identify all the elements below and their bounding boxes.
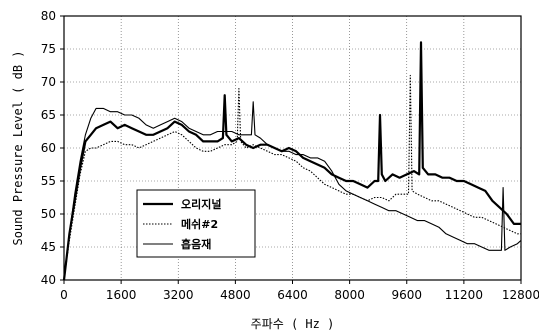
y-tick-label: 50 xyxy=(41,207,56,221)
y-tick-label: 60 xyxy=(41,141,56,155)
x-axis-label: 주파수 ( Hz ) xyxy=(251,317,335,331)
legend-label-1: 오리지널 xyxy=(181,197,221,211)
y-tick-label: 70 xyxy=(41,75,56,89)
x-tick-label: 1600 xyxy=(106,288,137,302)
x-tick-label: 9600 xyxy=(391,288,422,302)
y-tick-label: 55 xyxy=(41,174,56,188)
series-layer xyxy=(62,41,522,281)
series-line-1 xyxy=(62,41,521,281)
y-tick-label: 40 xyxy=(41,273,56,287)
y-axis-label: Sound Pressure Level ( dB ) xyxy=(11,50,25,245)
x-tick-label: 3200 xyxy=(163,288,194,302)
y-tick-label: 75 xyxy=(41,42,56,56)
x-tick-label: 4800 xyxy=(220,288,251,302)
legend-box xyxy=(136,189,256,258)
series-line-3 xyxy=(63,101,522,281)
legend-label-3: 흡음재 xyxy=(181,237,211,251)
legend-label-2: 메쉬#2 xyxy=(181,217,218,231)
y-tick-label: 65 xyxy=(41,108,56,122)
x-tick-label: 11200 xyxy=(445,288,483,302)
y-tick-label: 80 xyxy=(41,9,56,23)
x-tick-label: 6400 xyxy=(277,288,308,302)
x-tick-label: 0 xyxy=(60,288,68,302)
series-line-2 xyxy=(63,74,521,281)
x-tick-label: 12800 xyxy=(502,288,539,302)
ticks: 0 1600 3200 4800 6400 8000 9600 11200 12800 40 45 5… xyxy=(41,9,539,302)
x-tick-label: 8000 xyxy=(334,288,365,302)
grid xyxy=(64,16,521,280)
y-tick-label: 45 xyxy=(41,240,56,254)
